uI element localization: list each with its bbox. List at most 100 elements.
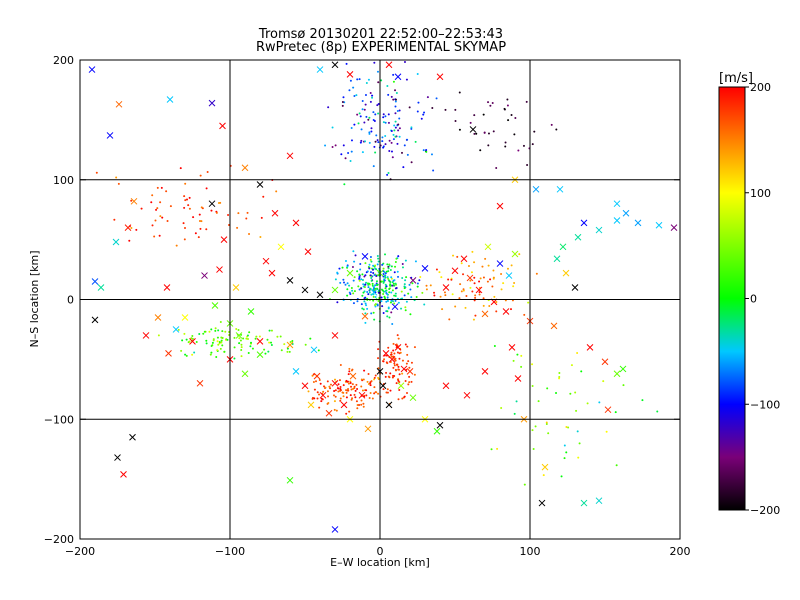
density-dot (236, 226, 239, 229)
density-dot (394, 292, 397, 295)
x-axis-label: E–W location [km] (330, 556, 430, 569)
colorbar-ticks: 200 100 0 −100 −200 (745, 81, 780, 517)
density-dot (367, 293, 370, 296)
density-dot (388, 288, 391, 291)
data-point-46 (388, 356, 396, 363)
density-dot (531, 143, 534, 146)
data-point-62 (541, 463, 549, 471)
density-dot (361, 389, 364, 392)
data-point-66 (604, 406, 612, 414)
data-point-133 (172, 326, 180, 333)
colorbar-label: [m/s] (719, 71, 753, 86)
data-point-47 (394, 344, 402, 351)
density-dot (523, 483, 526, 486)
data-point-89 (496, 260, 504, 267)
density-dot (183, 238, 186, 241)
x-tick-label: 100 (520, 545, 541, 558)
density-dot (482, 113, 485, 116)
density-dot (356, 407, 359, 410)
density-dot (403, 287, 406, 290)
density-dot (309, 337, 312, 340)
data-point-68 (619, 365, 627, 373)
density-dot (186, 198, 189, 201)
data-point-91 (505, 272, 513, 279)
density-dot (622, 384, 625, 387)
density-dot (382, 281, 385, 284)
density-dot (391, 284, 394, 287)
density-dot (242, 337, 245, 340)
data-point-100 (421, 265, 429, 272)
density-dot (509, 308, 512, 311)
density-dot (347, 382, 350, 385)
colorbar-tick-label: 200 (750, 81, 771, 94)
density-dot (334, 378, 337, 381)
density-dot (577, 456, 580, 459)
density-dot (387, 265, 390, 268)
density-dot (356, 403, 359, 406)
data-point-39 (292, 367, 300, 375)
density-dot (398, 109, 401, 112)
density-dot (510, 113, 513, 116)
density-dot (214, 327, 217, 330)
density-dot (184, 182, 187, 185)
density-dot (364, 140, 367, 143)
y-axis-label: N–S location [km] (28, 250, 41, 347)
density-dot (475, 132, 478, 135)
density-dot (233, 336, 236, 339)
density-dot (372, 111, 375, 114)
density-dot (469, 286, 472, 289)
density-dot (375, 268, 378, 271)
density-dot (454, 305, 457, 308)
data-point-49 (406, 367, 414, 375)
density-dot (166, 220, 169, 223)
density-dot (254, 337, 257, 340)
density-dot (357, 285, 360, 288)
density-dot (346, 294, 349, 297)
density-dot (404, 279, 407, 282)
density-dot (329, 387, 332, 390)
density-dot (615, 464, 618, 467)
density-dot (350, 369, 353, 372)
density-dot (354, 396, 357, 399)
density-dot (391, 323, 394, 326)
data-point-20 (163, 284, 171, 291)
density-dot (394, 98, 397, 101)
density-dot (338, 379, 341, 382)
density-dot (376, 139, 379, 142)
density-dot (397, 378, 400, 381)
density-dot (401, 266, 404, 269)
density-dot (348, 89, 351, 92)
density-dot (392, 284, 395, 287)
density-dot (240, 346, 243, 349)
density-dot (187, 204, 190, 207)
density-dot (318, 378, 321, 381)
density-dot (387, 121, 390, 124)
density-dot (386, 173, 389, 176)
density-dot (397, 301, 400, 304)
density-dot (392, 282, 395, 285)
density-dot (353, 393, 356, 396)
density-dot (339, 386, 342, 389)
density-dot (382, 312, 385, 315)
data-point-132 (196, 379, 204, 387)
density-dot (357, 122, 360, 125)
data-point-118 (346, 71, 354, 78)
density-dot (255, 335, 258, 338)
density-dot (398, 352, 401, 355)
density-dot (182, 222, 185, 225)
density-dot (208, 330, 211, 333)
density-dot (358, 112, 361, 115)
density-dot (516, 353, 519, 356)
density-dot (382, 113, 385, 116)
density-dot (376, 255, 379, 258)
density-dot (377, 357, 380, 360)
density-dot (351, 383, 354, 386)
density-dot (420, 117, 423, 120)
density-dot (356, 270, 359, 273)
density-dot (400, 307, 403, 310)
density-dot (454, 119, 457, 122)
density-dot (384, 272, 387, 275)
density-dot (381, 263, 384, 266)
density-dot (347, 373, 350, 376)
density-dot (205, 339, 208, 342)
